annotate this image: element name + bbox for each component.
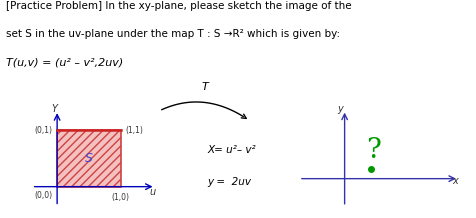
Text: u: u: [149, 187, 155, 197]
Text: y =  2uv: y = 2uv: [207, 177, 251, 187]
Text: T: T: [201, 82, 208, 92]
Text: T(u,v) = (u² – v²,2uv): T(u,v) = (u² – v²,2uv): [6, 58, 123, 68]
Bar: [57, 130, 120, 187]
Text: S: S: [85, 152, 93, 165]
Text: [Practice Problem] In the xy-plane, please sketch the image of the: [Practice Problem] In the xy-plane, plea…: [6, 1, 351, 11]
Text: (0,1): (0,1): [34, 126, 52, 135]
Text: (0,0): (0,0): [34, 191, 52, 200]
Text: y: y: [337, 104, 343, 114]
Text: x: x: [452, 176, 458, 186]
Text: set S in the uv-plane under the map T : S →R² which is given by:: set S in the uv-plane under the map T : …: [6, 29, 340, 39]
Text: Y: Y: [51, 104, 57, 114]
Text: ?: ?: [366, 137, 381, 164]
Text: (1,1): (1,1): [126, 126, 144, 135]
Text: (1,0): (1,0): [111, 193, 129, 203]
Text: X= u²– v²: X= u²– v²: [207, 145, 256, 155]
